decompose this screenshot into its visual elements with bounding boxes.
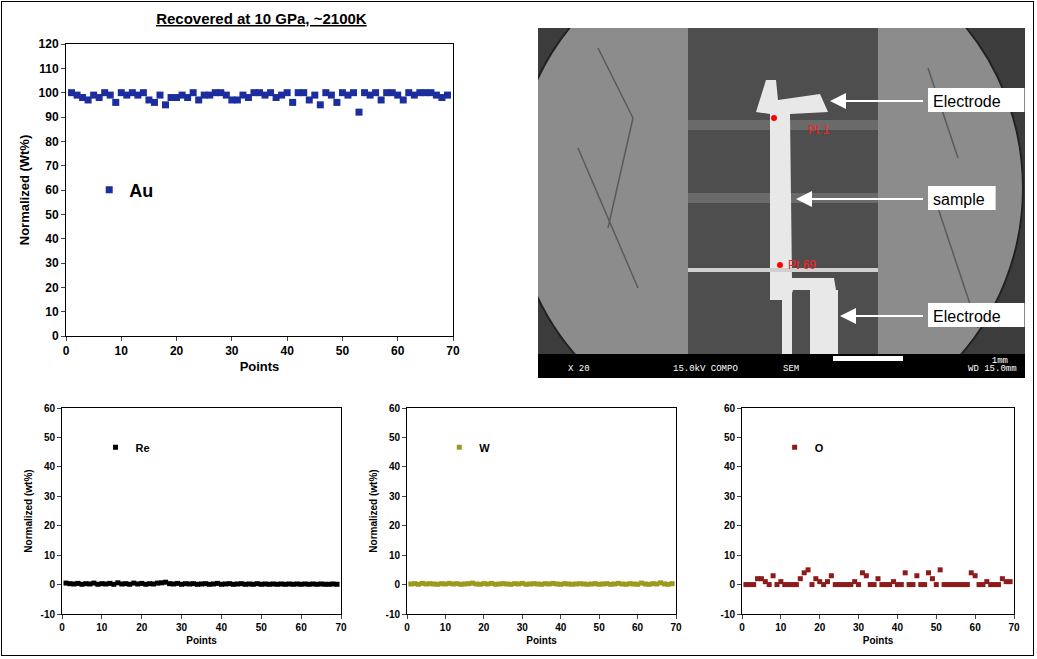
svg-text:0: 0 (404, 622, 410, 633)
svg-text:40: 40 (555, 622, 567, 633)
svg-text:40: 40 (724, 461, 736, 472)
svg-text:Normalized (wt%): Normalized (wt%) (23, 469, 34, 552)
svg-text:40: 40 (44, 461, 56, 472)
svg-text:WD 15.0mm: WD 15.0mm (968, 364, 1017, 374)
svg-text:-10: -10 (721, 609, 736, 620)
svg-text:60: 60 (724, 403, 736, 414)
svg-text:40: 40 (389, 461, 401, 472)
svg-text:20: 20 (170, 344, 184, 358)
svg-text:Electrode: Electrode (933, 308, 1001, 325)
svg-text:30: 30 (517, 622, 529, 633)
svg-text:60: 60 (391, 344, 405, 358)
svg-text:30: 30 (724, 491, 736, 502)
svg-text:20: 20 (136, 622, 148, 633)
svg-text:50: 50 (931, 622, 943, 633)
svg-text:-10: -10 (41, 609, 56, 620)
svg-text:50: 50 (389, 432, 401, 443)
svg-text:0: 0 (63, 344, 70, 358)
svg-text:10: 10 (45, 305, 59, 319)
svg-text:30: 30 (225, 344, 239, 358)
svg-text:60: 60 (44, 403, 56, 414)
svg-text:50: 50 (336, 344, 350, 358)
svg-text:50: 50 (594, 622, 606, 633)
svg-text:SEM: SEM (783, 364, 799, 374)
svg-text:20: 20 (814, 622, 826, 633)
svg-text:0: 0 (52, 329, 59, 343)
svg-text:70: 70 (670, 622, 682, 633)
svg-text:50: 50 (44, 432, 56, 443)
svg-text:30: 30 (389, 491, 401, 502)
svg-text:120: 120 (39, 37, 59, 51)
svg-text:0: 0 (49, 579, 55, 590)
svg-text:50: 50 (45, 208, 59, 222)
svg-text:Normalized (wt%): Normalized (wt%) (368, 469, 379, 552)
svg-text:30: 30 (853, 622, 865, 633)
svg-text:15.0kV COMPO: 15.0kV COMPO (673, 364, 738, 374)
svg-text:60: 60 (970, 622, 982, 633)
svg-text:-10: -10 (386, 609, 401, 620)
svg-text:20: 20 (724, 520, 736, 531)
svg-text:0: 0 (394, 579, 400, 590)
svg-text:Re: Re (135, 442, 149, 454)
svg-text:80: 80 (45, 135, 59, 149)
svg-text:40: 40 (280, 344, 294, 358)
svg-text:20: 20 (478, 622, 490, 633)
svg-text:Points: Points (526, 635, 557, 646)
svg-text:20: 20 (45, 281, 59, 295)
svg-text:Electrode: Electrode (933, 93, 1001, 110)
svg-text:Au: Au (129, 181, 153, 201)
svg-text:10: 10 (389, 550, 401, 561)
svg-text:60: 60 (296, 622, 308, 633)
svg-text:10: 10 (96, 622, 108, 633)
svg-text:10: 10 (44, 550, 56, 561)
svg-text:70: 70 (45, 159, 59, 173)
svg-text:20: 20 (389, 520, 401, 531)
svg-text:0: 0 (59, 622, 65, 633)
svg-text:60: 60 (45, 183, 59, 197)
svg-text:40: 40 (45, 232, 59, 246)
svg-text:Points: Points (863, 635, 894, 646)
svg-text:W: W (479, 442, 490, 454)
svg-text:10: 10 (724, 550, 736, 561)
svg-text:0: 0 (729, 579, 735, 590)
svg-text:10: 10 (775, 622, 787, 633)
svg-text:sample: sample (933, 191, 985, 208)
svg-text:60: 60 (389, 403, 401, 414)
svg-text:90: 90 (45, 110, 59, 124)
svg-text:40: 40 (216, 622, 228, 633)
svg-text:30: 30 (44, 491, 56, 502)
svg-text:Pt 1: Pt 1 (808, 123, 830, 137)
svg-text:100: 100 (39, 86, 59, 100)
svg-text:110: 110 (39, 62, 59, 76)
svg-text:1mm: 1mm (992, 356, 1008, 366)
svg-text:O: O (815, 442, 824, 454)
svg-text:10: 10 (440, 622, 452, 633)
svg-text:Pt 69: Pt 69 (788, 258, 816, 272)
svg-text:Points: Points (186, 635, 217, 646)
svg-text:60: 60 (632, 622, 644, 633)
svg-text:Recovered at 10 GPa, ~2100K: Recovered at 10 GPa, ~2100K (156, 10, 367, 27)
svg-text:X 20: X 20 (568, 364, 590, 374)
svg-text:20: 20 (44, 520, 56, 531)
svg-text:0: 0 (739, 622, 745, 633)
svg-text:30: 30 (176, 622, 188, 633)
svg-text:70: 70 (335, 622, 347, 633)
svg-text:70: 70 (1008, 622, 1020, 633)
svg-text:30: 30 (45, 256, 59, 270)
svg-text:Points: Points (240, 359, 280, 374)
svg-text:70: 70 (446, 344, 460, 358)
svg-text:40: 40 (892, 622, 904, 633)
svg-text:Normalized (Wt%): Normalized (Wt%) (17, 135, 32, 246)
svg-text:50: 50 (256, 622, 268, 633)
svg-text:10: 10 (115, 344, 129, 358)
svg-text:50: 50 (724, 432, 736, 443)
